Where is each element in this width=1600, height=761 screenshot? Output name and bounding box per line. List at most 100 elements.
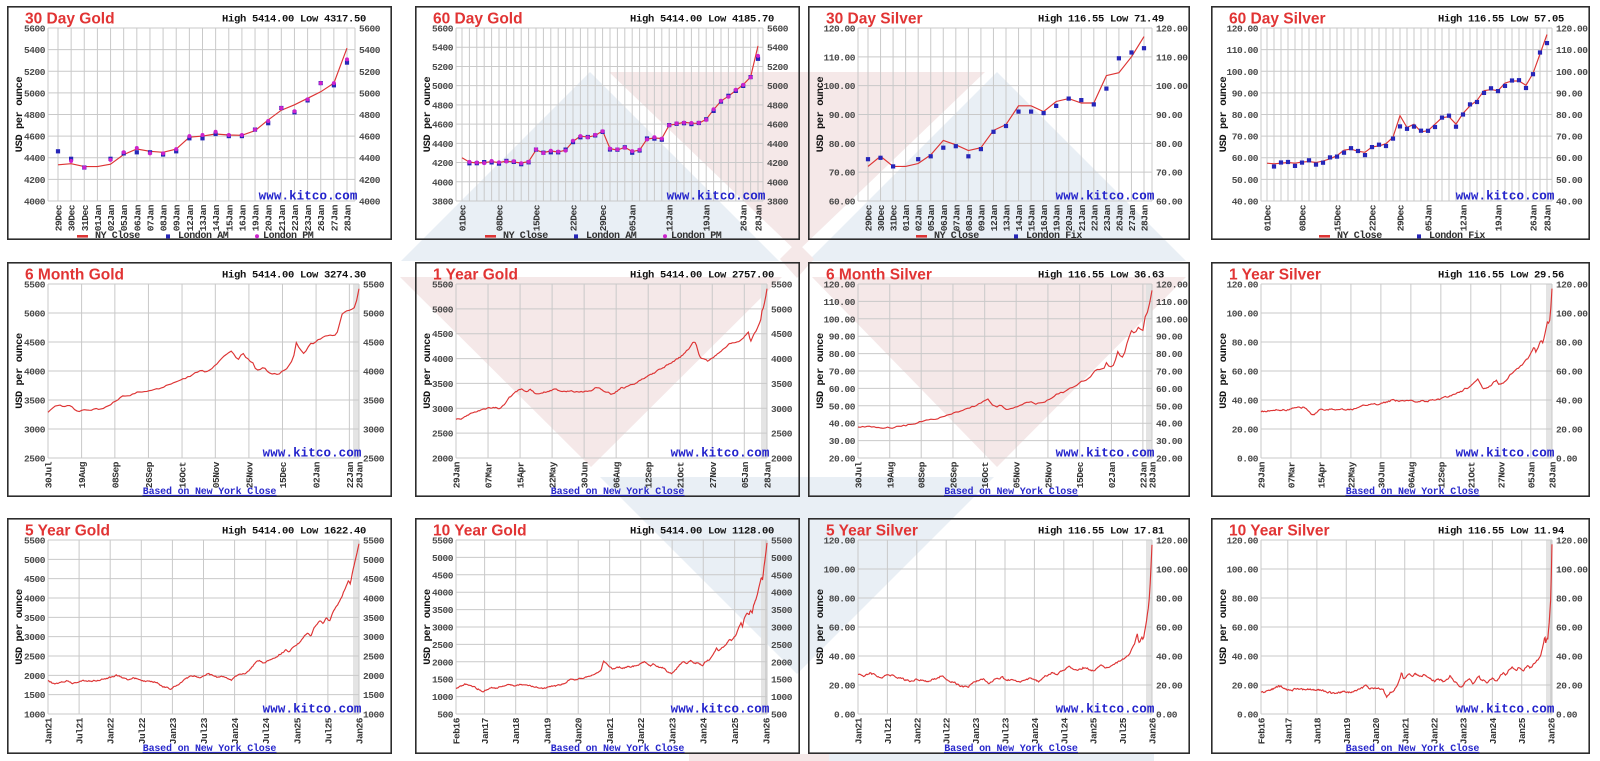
svg-text:3500: 3500: [432, 379, 454, 390]
svg-text:Based on New York Close: Based on New York Close: [551, 743, 685, 754]
svg-text:26Sep: 26Sep: [144, 461, 155, 488]
svg-text:80.00: 80.00: [1232, 594, 1259, 605]
svg-text:30Jul: 30Jul: [44, 461, 55, 488]
svg-text:Jan20: Jan20: [574, 717, 585, 744]
svg-text:Jan22: Jan22: [1429, 717, 1440, 744]
svg-text:4000: 4000: [432, 588, 454, 599]
svg-text:4800: 4800: [24, 110, 46, 121]
svg-text:London Fix: London Fix: [1026, 230, 1082, 240]
svg-text:70.00: 70.00: [1156, 367, 1183, 378]
svg-text:60.00: 60.00: [1556, 367, 1583, 378]
svg-text:1000: 1000: [432, 692, 454, 703]
svg-text:5000: 5000: [24, 555, 46, 566]
svg-text:01Dec: 01Dec: [458, 204, 469, 231]
svg-text:2500: 2500: [771, 640, 793, 651]
svg-text:4000: 4000: [24, 594, 46, 605]
svg-text:30 Day Gold: 30 Day Gold: [25, 11, 115, 28]
svg-text:Jul25: Jul25: [1118, 717, 1129, 744]
svg-text:5000: 5000: [359, 88, 381, 99]
svg-text:4500: 4500: [432, 570, 454, 581]
svg-text:12Jan: 12Jan: [1459, 204, 1470, 231]
svg-text:30 Day Silver: 30 Day Silver: [826, 11, 923, 28]
svg-text:Jan19: Jan19: [1342, 717, 1353, 744]
svg-text:26Jan: 26Jan: [739, 204, 750, 231]
svg-text:Jan21: Jan21: [854, 717, 865, 744]
svg-text:3500: 3500: [771, 605, 793, 616]
svg-text:70.00: 70.00: [829, 168, 856, 179]
svg-text:USD per ounce: USD per ounce: [422, 77, 434, 153]
svg-text:3800: 3800: [432, 197, 454, 208]
svg-text:31Dec: 31Dec: [889, 204, 900, 231]
svg-text:Based on New York Close: Based on New York Close: [143, 743, 277, 754]
svg-text:www.kitco.com: www.kitco.com: [263, 447, 362, 461]
svg-text:01Dec: 01Dec: [1263, 204, 1274, 231]
svg-text:Jan18: Jan18: [1312, 717, 1323, 744]
svg-text:5200: 5200: [359, 67, 381, 78]
svg-text:07Jan: 07Jan: [146, 204, 157, 231]
svg-text:29Dec: 29Dec: [598, 204, 609, 231]
svg-text:5400: 5400: [767, 43, 789, 54]
svg-text:80.00: 80.00: [829, 349, 856, 360]
svg-text:Jan21: Jan21: [1400, 717, 1411, 744]
svg-text:NY Close: NY Close: [95, 230, 140, 240]
svg-text:Jan25: Jan25: [730, 717, 741, 744]
svg-text:19Aug: 19Aug: [885, 461, 896, 488]
svg-text:5400: 5400: [432, 43, 454, 54]
svg-text:Based on New York Close: Based on New York Close: [944, 743, 1078, 754]
svg-text:Jan23: Jan23: [168, 717, 179, 744]
svg-text:90.00: 90.00: [829, 110, 856, 121]
svg-text:22May: 22May: [548, 461, 559, 488]
svg-text:4500: 4500: [363, 338, 385, 349]
svg-text:120.00: 120.00: [1156, 280, 1188, 291]
svg-text:2000: 2000: [432, 657, 454, 668]
svg-text:Jan26: Jan26: [1148, 717, 1159, 744]
svg-text:Jul24: Jul24: [261, 717, 272, 744]
svg-text:90.00: 90.00: [1156, 110, 1183, 121]
svg-text:5000: 5000: [363, 555, 385, 566]
svg-text:40.00: 40.00: [1232, 396, 1259, 407]
svg-text:4200: 4200: [432, 158, 454, 169]
svg-text:5600: 5600: [24, 24, 46, 35]
svg-text:100.00: 100.00: [823, 81, 855, 92]
svg-text:5 Year Gold: 5 Year Gold: [25, 523, 110, 540]
svg-text:120.00: 120.00: [1226, 24, 1258, 35]
svg-text:Jan26: Jan26: [761, 717, 772, 744]
svg-text:21Jan: 21Jan: [1077, 204, 1088, 231]
svg-text:0.00: 0.00: [1237, 710, 1259, 721]
svg-text:3800: 3800: [767, 197, 789, 208]
svg-text:1500: 1500: [432, 675, 454, 686]
svg-text:High 5414.00 Low 4317.50: High 5414.00 Low 4317.50: [222, 14, 366, 26]
svg-text:5500: 5500: [432, 536, 454, 547]
svg-text:110.00: 110.00: [823, 52, 855, 63]
svg-text:Jul24: Jul24: [1059, 717, 1070, 744]
svg-text:5 Year Silver: 5 Year Silver: [826, 523, 918, 540]
svg-text:26Sep: 26Sep: [949, 461, 960, 488]
svg-text:40.00: 40.00: [1156, 419, 1183, 430]
svg-text:20Jan: 20Jan: [1064, 204, 1075, 231]
svg-text:15Dec: 15Dec: [1075, 461, 1086, 488]
svg-text:28Jan: 28Jan: [1148, 461, 1159, 488]
svg-text:Jan20: Jan20: [1371, 717, 1382, 744]
svg-text:5000: 5000: [771, 304, 793, 315]
svg-text:09Jan: 09Jan: [976, 204, 987, 231]
svg-text:80.00: 80.00: [1156, 594, 1183, 605]
svg-text:London PM: London PM: [263, 230, 314, 240]
svg-text:22Dec: 22Dec: [569, 204, 580, 231]
svg-text:90.00: 90.00: [1556, 88, 1583, 99]
svg-text:30Jun: 30Jun: [1376, 461, 1387, 488]
svg-text:USD per ounce: USD per ounce: [14, 589, 26, 665]
svg-text:15Apr: 15Apr: [1316, 461, 1327, 488]
svg-text:20.00: 20.00: [1156, 454, 1183, 465]
svg-text:22Jan: 22Jan: [1138, 461, 1149, 488]
svg-text:19Jan: 19Jan: [251, 204, 262, 231]
svg-text:28Jan: 28Jan: [763, 461, 774, 488]
svg-text:22Jan: 22Jan: [1089, 204, 1100, 231]
svg-text:110.00: 110.00: [1156, 297, 1188, 308]
svg-text:90.00: 90.00: [1232, 88, 1259, 99]
svg-text:60.00: 60.00: [1232, 367, 1259, 378]
svg-text:29Dec: 29Dec: [54, 204, 65, 231]
svg-text:www.kitco.com: www.kitco.com: [1056, 703, 1155, 717]
svg-text:High 5414.00 Low 1622.40: High 5414.00 Low 1622.40: [222, 526, 366, 538]
svg-text:5500: 5500: [771, 536, 793, 547]
svg-text:50.00: 50.00: [829, 401, 856, 412]
